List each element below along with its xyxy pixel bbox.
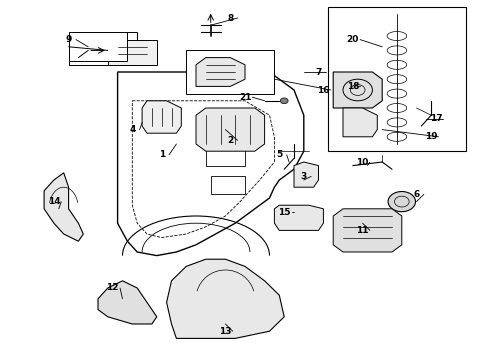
Polygon shape — [142, 101, 181, 133]
Text: 1: 1 — [159, 150, 165, 159]
Bar — [206, 148, 245, 166]
Text: 21: 21 — [239, 93, 251, 102]
Circle shape — [388, 192, 416, 212]
Text: 14: 14 — [48, 197, 60, 206]
Text: 4: 4 — [129, 125, 136, 134]
Polygon shape — [196, 108, 265, 151]
Text: 11: 11 — [356, 226, 369, 235]
Text: 15: 15 — [278, 208, 291, 217]
Polygon shape — [343, 108, 377, 137]
Polygon shape — [333, 72, 382, 108]
Text: 3: 3 — [301, 172, 307, 181]
Bar — [108, 40, 157, 65]
Polygon shape — [196, 58, 245, 86]
Bar — [69, 32, 127, 61]
Bar — [211, 176, 245, 194]
Text: 7: 7 — [315, 68, 322, 77]
Text: 18: 18 — [346, 82, 359, 91]
Text: 16: 16 — [317, 86, 330, 95]
Text: 2: 2 — [227, 136, 233, 145]
Text: 8: 8 — [227, 14, 233, 23]
Bar — [328, 7, 466, 151]
Text: 19: 19 — [425, 132, 438, 141]
Text: 6: 6 — [414, 190, 419, 199]
Polygon shape — [44, 173, 83, 241]
Text: 5: 5 — [276, 150, 282, 159]
Text: 10: 10 — [356, 158, 369, 166]
Text: 13: 13 — [219, 327, 232, 336]
Bar — [186, 50, 274, 94]
Text: 17: 17 — [430, 114, 442, 123]
Polygon shape — [333, 209, 402, 252]
Polygon shape — [167, 259, 284, 338]
Text: 12: 12 — [106, 284, 119, 292]
Text: 20: 20 — [346, 35, 359, 44]
Polygon shape — [274, 205, 323, 230]
Polygon shape — [98, 281, 157, 324]
Circle shape — [280, 98, 288, 104]
Bar — [69, 32, 137, 65]
Text: 9: 9 — [65, 35, 72, 44]
Polygon shape — [294, 162, 318, 187]
